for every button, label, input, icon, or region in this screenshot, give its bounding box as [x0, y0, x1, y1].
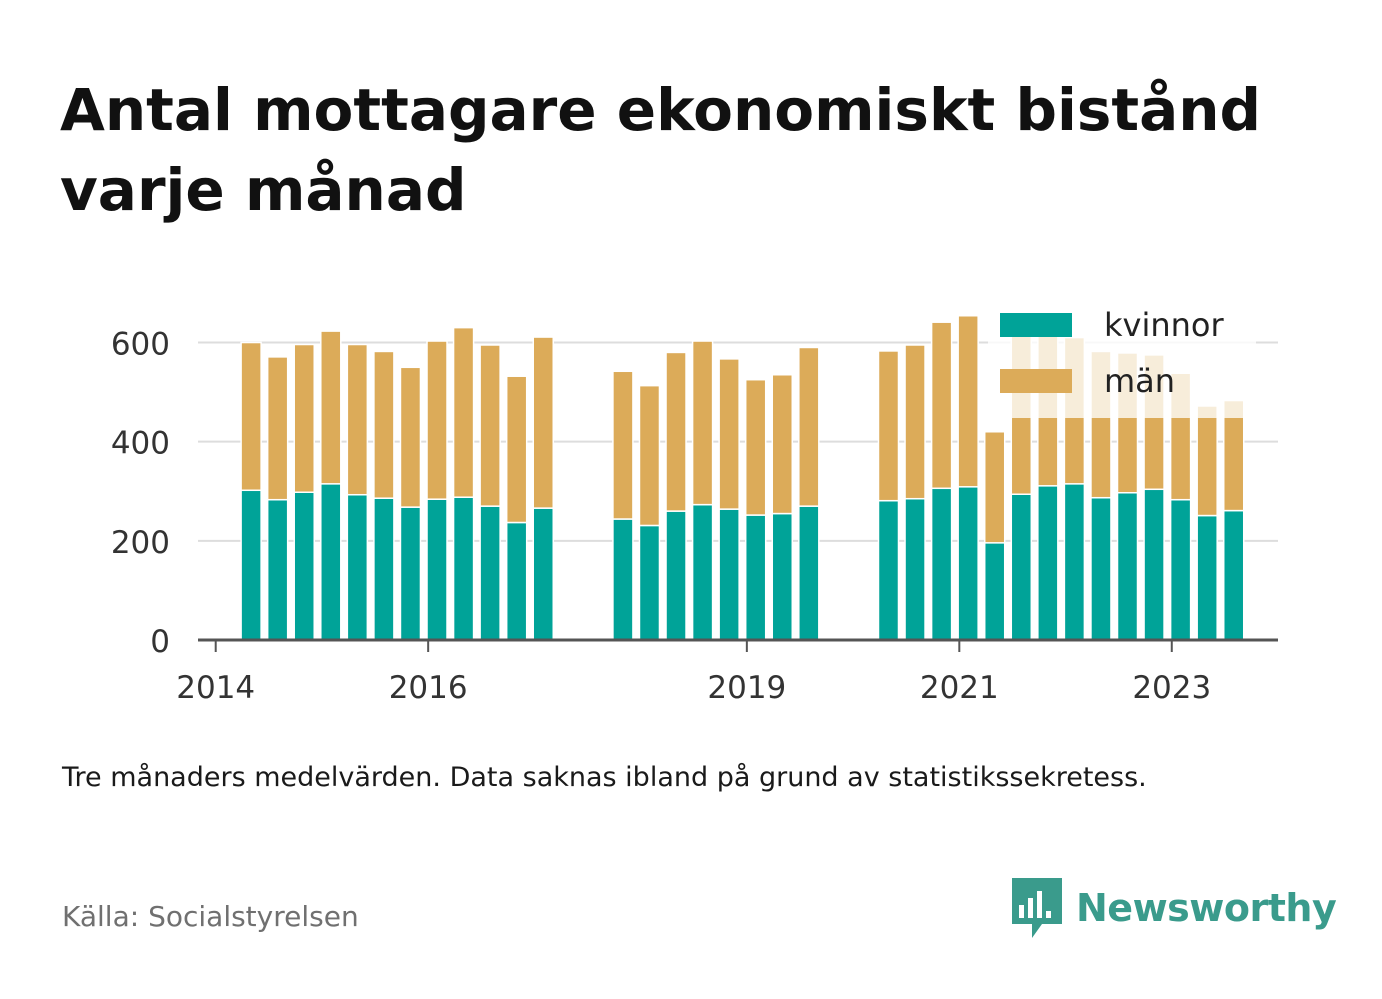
bar-man — [612, 370, 634, 520]
source-note: Källa: Socialstyrelsen — [62, 900, 359, 933]
bar-man — [665, 351, 687, 512]
chart-title: Antal mottagare ekonomiskt bistånd varje… — [60, 76, 1262, 224]
brand-name: Newsworthy — [1076, 886, 1337, 930]
y-tick-label: 400 — [111, 426, 170, 462]
bar-man — [1196, 405, 1218, 517]
bar-man — [426, 340, 448, 500]
legend-label: män — [1104, 362, 1175, 400]
bar-kvinnor — [399, 506, 422, 641]
bar-man — [479, 344, 501, 507]
bar-kvinnor — [957, 486, 979, 641]
bar-man — [240, 341, 262, 492]
brand-logo: Newsworthy — [1012, 878, 1337, 938]
y-tick-label: 200 — [111, 525, 170, 561]
bar-kvinnor — [346, 493, 369, 641]
bar-kvinnor — [479, 505, 501, 641]
bar-man — [452, 326, 475, 498]
bar-man — [691, 340, 714, 506]
y-tick-label: 0 — [150, 624, 170, 660]
bar-kvinnor — [877, 499, 900, 641]
bar-man — [638, 384, 661, 527]
bar-man — [266, 356, 289, 501]
bar-man — [718, 358, 740, 510]
bar-man — [983, 431, 1006, 544]
y-axis-tick-labels: 0 200 400 600 — [111, 327, 170, 660]
bar-kvinnor — [426, 498, 448, 641]
bar-kvinnor — [665, 510, 687, 641]
bar-kvinnor — [638, 524, 661, 641]
legend-label: kvinnor — [1104, 306, 1225, 344]
x-tick-label: 2021 — [920, 670, 999, 706]
bar-man — [505, 375, 528, 524]
bar-kvinnor — [612, 518, 634, 641]
bar-man — [930, 321, 953, 490]
bar-kvinnor — [798, 505, 820, 641]
bar-kvinnor — [320, 483, 342, 641]
bar-kvinnor — [718, 508, 740, 641]
bar-man — [957, 314, 979, 488]
bar-kvinnor — [771, 512, 794, 641]
legend-swatch — [1000, 313, 1072, 337]
bar-man — [532, 336, 554, 509]
bar-kvinnor — [1010, 493, 1033, 641]
bar-kvinnor — [691, 503, 714, 641]
x-tick-label: 2014 — [176, 670, 255, 706]
bar-man — [346, 343, 369, 496]
bar-man — [904, 344, 926, 500]
bar-kvinnor — [373, 497, 395, 641]
bar-man — [771, 373, 794, 515]
x-tick-label: 2016 — [389, 670, 468, 706]
legend-swatch — [1000, 369, 1072, 393]
bar-kvinnor — [1037, 485, 1059, 641]
bar-kvinnor — [266, 498, 289, 641]
bar-man — [744, 378, 767, 516]
bar-kvinnor — [744, 514, 767, 641]
stacked-bar-chart: 0 200 400 600 2014 2016 2019 2021 2023 kvinnor m… — [110, 300, 1278, 706]
bar-kvinnor — [293, 491, 315, 641]
bar-kvinnor — [505, 521, 528, 641]
bar-kvinnor — [240, 489, 262, 641]
x-tick-label: 2023 — [1132, 670, 1211, 706]
bar-man — [399, 366, 422, 508]
bar-kvinnor — [1169, 498, 1192, 641]
bar-man — [877, 350, 900, 502]
x-tick-label: 2019 — [707, 670, 786, 706]
bar-kvinnor — [1222, 509, 1245, 641]
bar-kvinnor — [1116, 491, 1139, 641]
x-axis: 2014 2016 2019 2021 2023 — [176, 638, 1278, 706]
bar-kvinnor — [1090, 496, 1112, 641]
chart-caption: Tre månaders medelvärden. Data saknas ib… — [62, 762, 1147, 793]
bar-kvinnor — [1063, 483, 1086, 641]
legend: kvinnor män — [988, 300, 1256, 418]
bar-man — [293, 343, 315, 494]
bar-kvinnor — [1196, 514, 1218, 641]
bar-kvinnor — [930, 487, 953, 641]
newsworthy-bar-chart-icon — [1012, 878, 1062, 938]
bar-man — [373, 350, 395, 499]
bar-kvinnor — [983, 542, 1006, 641]
bar-kvinnor — [532, 507, 554, 641]
bar-man — [798, 346, 820, 507]
bar-kvinnor — [452, 496, 475, 641]
bar-man — [320, 330, 342, 485]
bar-kvinnor — [904, 497, 926, 641]
y-tick-label: 600 — [111, 327, 170, 363]
bar-kvinnor — [1143, 488, 1165, 641]
